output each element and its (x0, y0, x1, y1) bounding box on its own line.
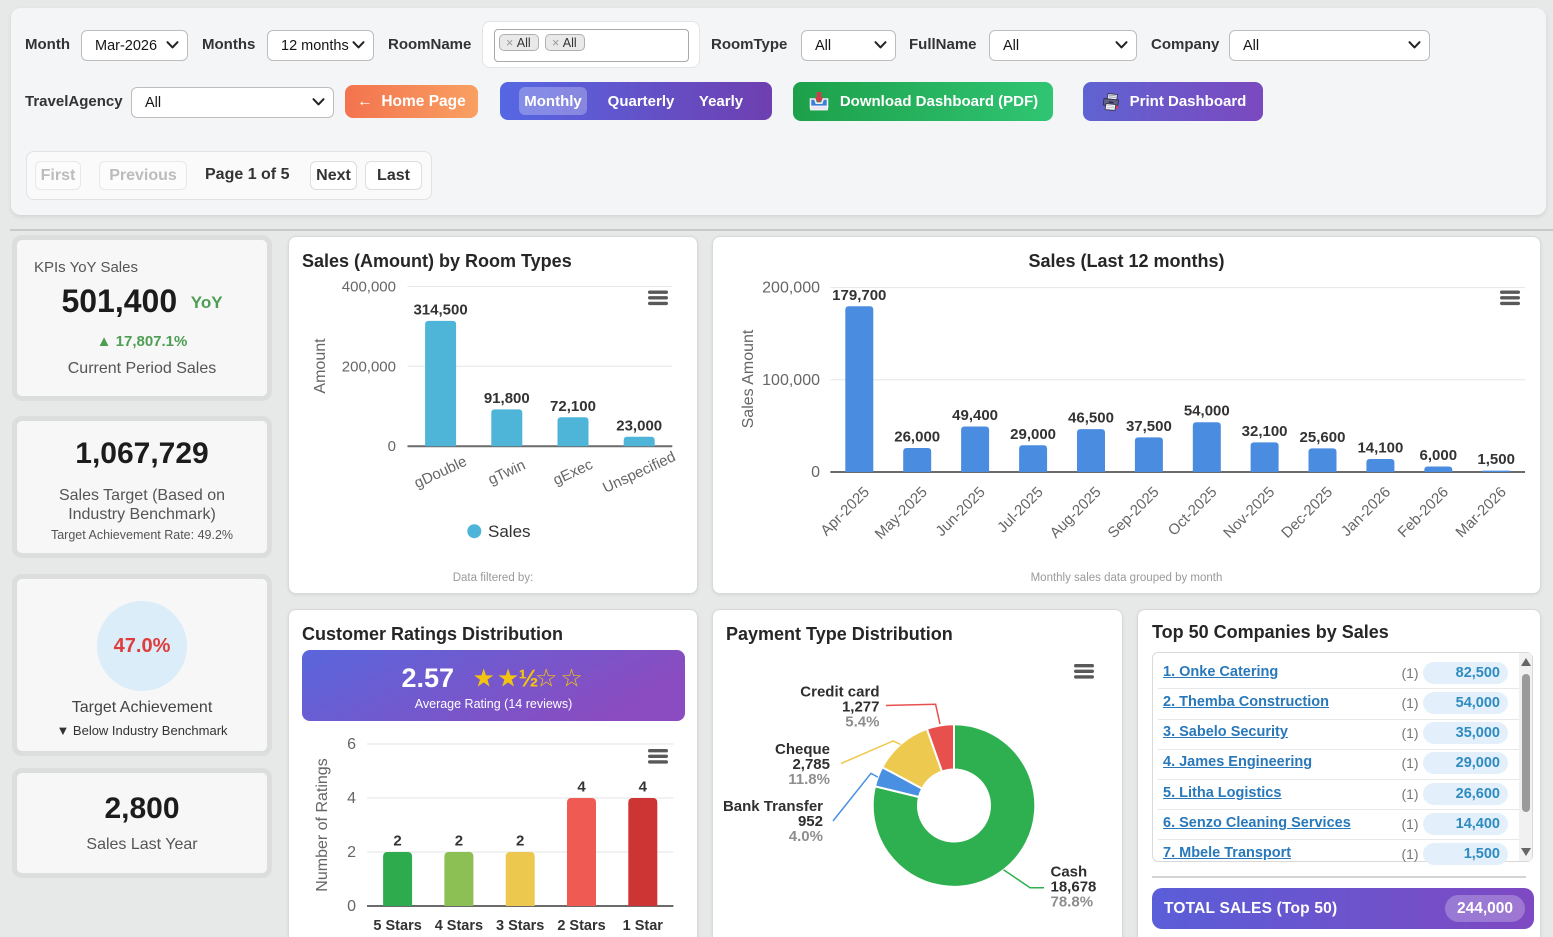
svg-text:3 Stars: 3 Stars (496, 918, 544, 934)
svg-text:Mar-2026: Mar-2026 (1452, 484, 1509, 541)
svg-text:200,000: 200,000 (342, 358, 396, 375)
svg-text:179,700: 179,700 (832, 287, 886, 304)
svg-text:4 Stars: 4 Stars (435, 918, 483, 934)
svg-text:Average Rating (14 reviews): Average Rating (14 reviews) (415, 697, 572, 711)
svg-text:Feb-2026: Feb-2026 (1395, 484, 1452, 541)
svg-text:54,000: 54,000 (1184, 403, 1230, 420)
svg-text:4.0%: 4.0% (789, 828, 823, 845)
svg-text:4: 4 (577, 779, 586, 796)
svg-text:gDouble: gDouble (412, 453, 470, 492)
svg-text:Jan-2026: Jan-2026 (1338, 484, 1394, 540)
svg-text:1 Star: 1 Star (623, 918, 664, 934)
svg-text:2: 2 (455, 833, 463, 850)
svg-text:Nov-2025: Nov-2025 (1220, 484, 1278, 542)
svg-text:0: 0 (388, 438, 396, 455)
svg-text:0: 0 (811, 464, 820, 481)
svg-text:2 Stars: 2 Stars (557, 918, 605, 934)
svg-text:Bank Transfer: Bank Transfer (723, 798, 823, 815)
svg-text:25,600: 25,600 (1300, 429, 1346, 446)
svg-text:6,000: 6,000 (1420, 447, 1458, 464)
svg-text:Dec-2025: Dec-2025 (1278, 484, 1336, 542)
svg-text:78.8%: 78.8% (1051, 894, 1094, 911)
svg-text:29,000: 29,000 (1010, 426, 1056, 443)
svg-text:2.57: 2.57 (401, 663, 454, 693)
svg-text:0: 0 (347, 898, 356, 915)
svg-text:Cheque: Cheque (775, 741, 830, 758)
svg-text:Amount: Amount (312, 338, 329, 394)
svg-text:37,500: 37,500 (1126, 418, 1172, 435)
svg-text:2: 2 (393, 833, 401, 850)
svg-text:23,000: 23,000 (616, 417, 662, 434)
svg-text:Payment Type Distribution: Payment Type Distribution (726, 624, 953, 644)
svg-text:91,800: 91,800 (484, 390, 530, 407)
svg-text:gExec: gExec (551, 456, 596, 489)
svg-text:4: 4 (347, 790, 356, 807)
svg-text:100,000: 100,000 (762, 372, 820, 389)
svg-text:Number of Ratings: Number of Ratings (314, 758, 331, 891)
svg-text:5.4%: 5.4% (845, 714, 879, 731)
svg-text:49,400: 49,400 (952, 407, 998, 424)
svg-text:Credit card: Credit card (800, 684, 879, 701)
svg-text:200,000: 200,000 (762, 280, 820, 297)
svg-text:1,277: 1,277 (842, 699, 880, 716)
svg-text:☆☆: ☆☆ (535, 665, 586, 693)
svg-text:11.8%: 11.8% (788, 771, 830, 788)
svg-text:Sep-2025: Sep-2025 (1105, 484, 1163, 542)
svg-text:Apr-2025: Apr-2025 (817, 484, 873, 540)
svg-text:314,500: 314,500 (413, 301, 467, 318)
svg-text:Cash: Cash (1051, 864, 1088, 881)
svg-text:Sales (Last 12 months): Sales (Last 12 months) (1028, 251, 1224, 271)
svg-text:May-2025: May-2025 (872, 484, 931, 543)
svg-text:18,678: 18,678 (1051, 879, 1097, 896)
svg-text:400,000: 400,000 (342, 279, 396, 296)
svg-text:32,100: 32,100 (1242, 423, 1288, 440)
svg-text:2,785: 2,785 (792, 756, 830, 773)
svg-text:Unspecified: Unspecified (600, 448, 678, 497)
svg-text:14,100: 14,100 (1357, 440, 1403, 457)
svg-text:46,500: 46,500 (1068, 410, 1114, 427)
svg-text:½: ½ (519, 666, 539, 693)
svg-text:Oct-2025: Oct-2025 (1165, 484, 1221, 540)
svg-text:952: 952 (798, 813, 823, 830)
svg-text:72,100: 72,100 (550, 398, 596, 415)
svg-text:2: 2 (347, 844, 356, 861)
svg-text:Monthly sales data grouped by: Monthly sales data grouped by month (1031, 572, 1223, 584)
svg-text:Data filtered by:: Data filtered by: (453, 572, 534, 584)
svg-text:Sales Amount: Sales Amount (740, 329, 757, 428)
svg-text:Jul-2025: Jul-2025 (994, 484, 1047, 537)
svg-text:26,000: 26,000 (894, 429, 940, 446)
svg-text:Sales (Amount) by Room Types: Sales (Amount) by Room Types (302, 251, 572, 271)
svg-text:6: 6 (347, 736, 356, 753)
svg-text:★★: ★★ (473, 665, 522, 693)
svg-text:2: 2 (516, 833, 524, 850)
svg-text:Jun-2025: Jun-2025 (932, 484, 988, 540)
svg-text:5 Stars: 5 Stars (373, 918, 421, 934)
svg-text:gTwin: gTwin (485, 457, 528, 489)
svg-text:4: 4 (639, 779, 648, 796)
svg-text:Aug-2025: Aug-2025 (1047, 484, 1105, 542)
svg-text:Customer Ratings Distribution: Customer Ratings Distribution (302, 624, 563, 644)
svg-text:Sales: Sales (488, 522, 531, 541)
svg-text:1,500: 1,500 (1477, 451, 1515, 468)
